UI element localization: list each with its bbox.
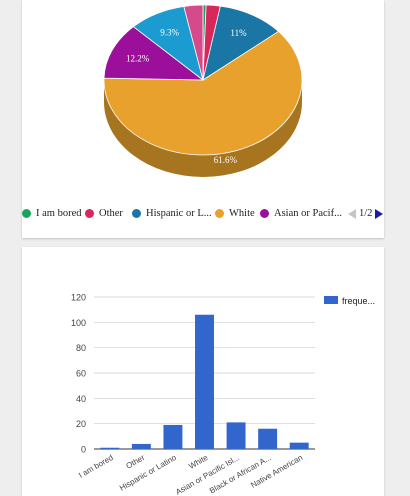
legend-dot [260,209,269,218]
y-tick-label: 60 [76,369,86,379]
y-tick-label: 120 [71,293,86,303]
bar-white[interactable] [195,314,214,449]
pie-slice-hispanic-or-l[interactable] [202,5,280,81]
y-tick-label: 40 [76,394,86,404]
x-tick-label: Other [125,453,147,471]
bar-other[interactable] [131,443,151,449]
legend-item-other[interactable]: Other [85,208,123,219]
legend-label: Other [99,208,123,219]
y-tick-label: 100 [71,318,86,328]
pie-legend: I am bored Other Hispanic or L... White … [22,205,384,225]
pie-pct-label-3: 61.6% [214,155,238,165]
pie-slice-white[interactable] [103,30,303,156]
pie-slice-asian-or-pacif[interactable] [103,26,205,81]
bar-legend[interactable] [324,296,338,304]
y-tick-label: 20 [76,419,86,429]
pie-pct-label-2: 11% [230,28,247,38]
y-tick-label: 80 [76,343,86,353]
legend-item-asian[interactable]: Asian or Pacif... [260,208,342,219]
legend-pager: 1/2 [348,208,384,219]
pie-side-white [104,80,302,177]
legend-dot [132,209,141,218]
bar-i-am-bored[interactable] [100,447,120,449]
pie-chart[interactable]: 11% 61.6% 12.2% 9.3% [22,0,384,200]
legend-dot [22,209,31,218]
bar-hispanic-or-latino[interactable] [163,424,183,449]
bar-black-or-african-a[interactable] [258,428,278,449]
x-tick-label: Hispanic or Latino [118,453,178,493]
next-page-icon[interactable] [375,208,384,219]
legend-label: White [229,208,255,219]
pie-pct-label-4: 12.2% [126,54,150,64]
x-tick-label: I am bored [77,453,115,480]
legend-dot [215,209,224,218]
bar-chart-card: 0 20 40 60 80 100 120 I am bored Other Hispanic o… [22,247,384,496]
prev-page-icon[interactable] [348,208,356,219]
pie-chart-card: 11% 61.6% 12.2% 9.3% I am bored Other Hispa… [22,0,384,238]
bar-legend-swatch [324,296,338,304]
bar-native-american[interactable] [289,442,309,449]
pie-side-walls [104,80,302,177]
legend-item-i-am-bored[interactable]: I am bored [22,208,81,219]
legend-dot [85,209,94,218]
legend-label: Asian or Pacif... [274,208,342,219]
bar-legend-label: freque... [342,296,375,306]
legend-label: Hispanic or L... [146,208,212,219]
pie-slice-slice-6[interactable] [183,4,204,81]
y-tick-label: 0 [81,445,86,455]
legend-item-hispanic[interactable]: Hispanic or L... [132,208,212,219]
legend-item-white[interactable]: White [215,208,255,219]
pie-pct-label-5: 9.3% [160,27,179,37]
legend-page-number: 1/2 [359,208,373,219]
bar-asian-or-pacific-isl[interactable] [226,422,246,449]
x-tick-label: White [187,453,210,471]
legend-label: I am bored [36,208,82,219]
